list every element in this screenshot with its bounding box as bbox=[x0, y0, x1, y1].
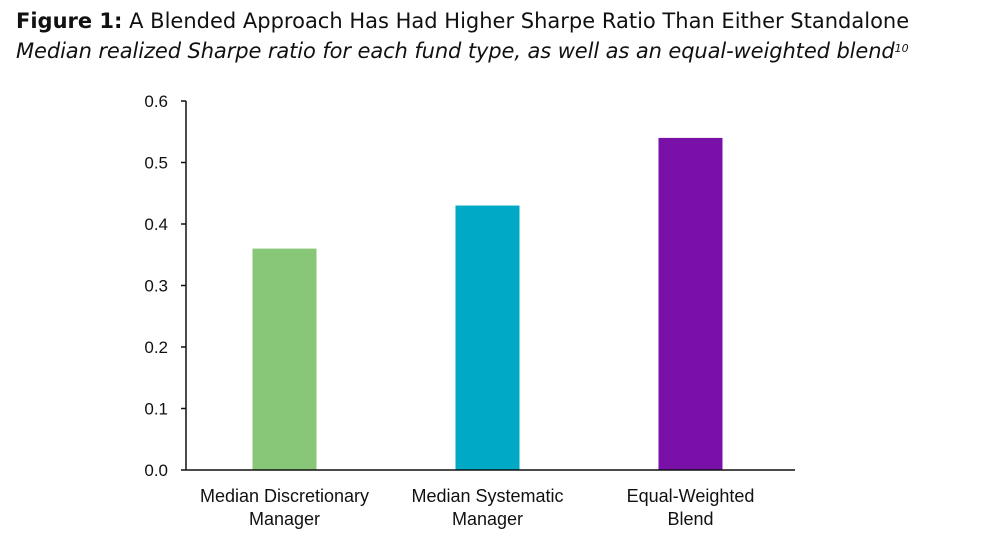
x-category-label-line: Blend bbox=[667, 509, 713, 529]
y-tick-label: 0.4 bbox=[144, 215, 168, 234]
y-axis-ticks: 0.0 0.1 0.2 0.3 0.4 0.5 0.6 bbox=[144, 92, 186, 480]
y-tick-label: 0.6 bbox=[144, 92, 168, 111]
bar bbox=[455, 205, 520, 471]
x-category-label: Equal-Weighted Blend bbox=[627, 486, 755, 529]
x-category-label: Median Discretionary Manager bbox=[200, 486, 369, 529]
y-tick-label: 0.2 bbox=[144, 338, 168, 357]
y-tick-label: 0.3 bbox=[144, 277, 168, 296]
subtitle-text: Median realized Sharpe ratio for each fu… bbox=[16, 39, 895, 63]
y-tick-label: 0.5 bbox=[144, 154, 168, 173]
chart-title: Figure 1: A Blended Approach Has Had Hig… bbox=[16, 6, 991, 36]
x-category-label-line: Median Discretionary bbox=[200, 486, 369, 506]
x-category-label-line: Manager bbox=[249, 509, 320, 529]
bar bbox=[658, 137, 723, 470]
chart-subtitle: Median realized Sharpe ratio for each fu… bbox=[16, 36, 991, 66]
x-category-label-line: Median Systematic bbox=[411, 486, 563, 506]
figure-label: Figure 1: bbox=[16, 9, 123, 33]
y-tick-label: 0.0 bbox=[144, 461, 168, 480]
x-category-label-line: Manager bbox=[452, 509, 523, 529]
footnote-marker: 10 bbox=[894, 42, 909, 55]
x-category-label-line: Equal-Weighted bbox=[627, 486, 755, 506]
x-category-label: Median Systematic Manager bbox=[411, 486, 563, 529]
figure-title-text: A Blended Approach Has Had Higher Sharpe… bbox=[122, 9, 910, 33]
bars bbox=[252, 137, 723, 471]
bar bbox=[252, 248, 317, 470]
y-tick-label: 0.1 bbox=[144, 400, 168, 419]
chart-header: Figure 1: A Blended Approach Has Had Hig… bbox=[16, 6, 991, 66]
